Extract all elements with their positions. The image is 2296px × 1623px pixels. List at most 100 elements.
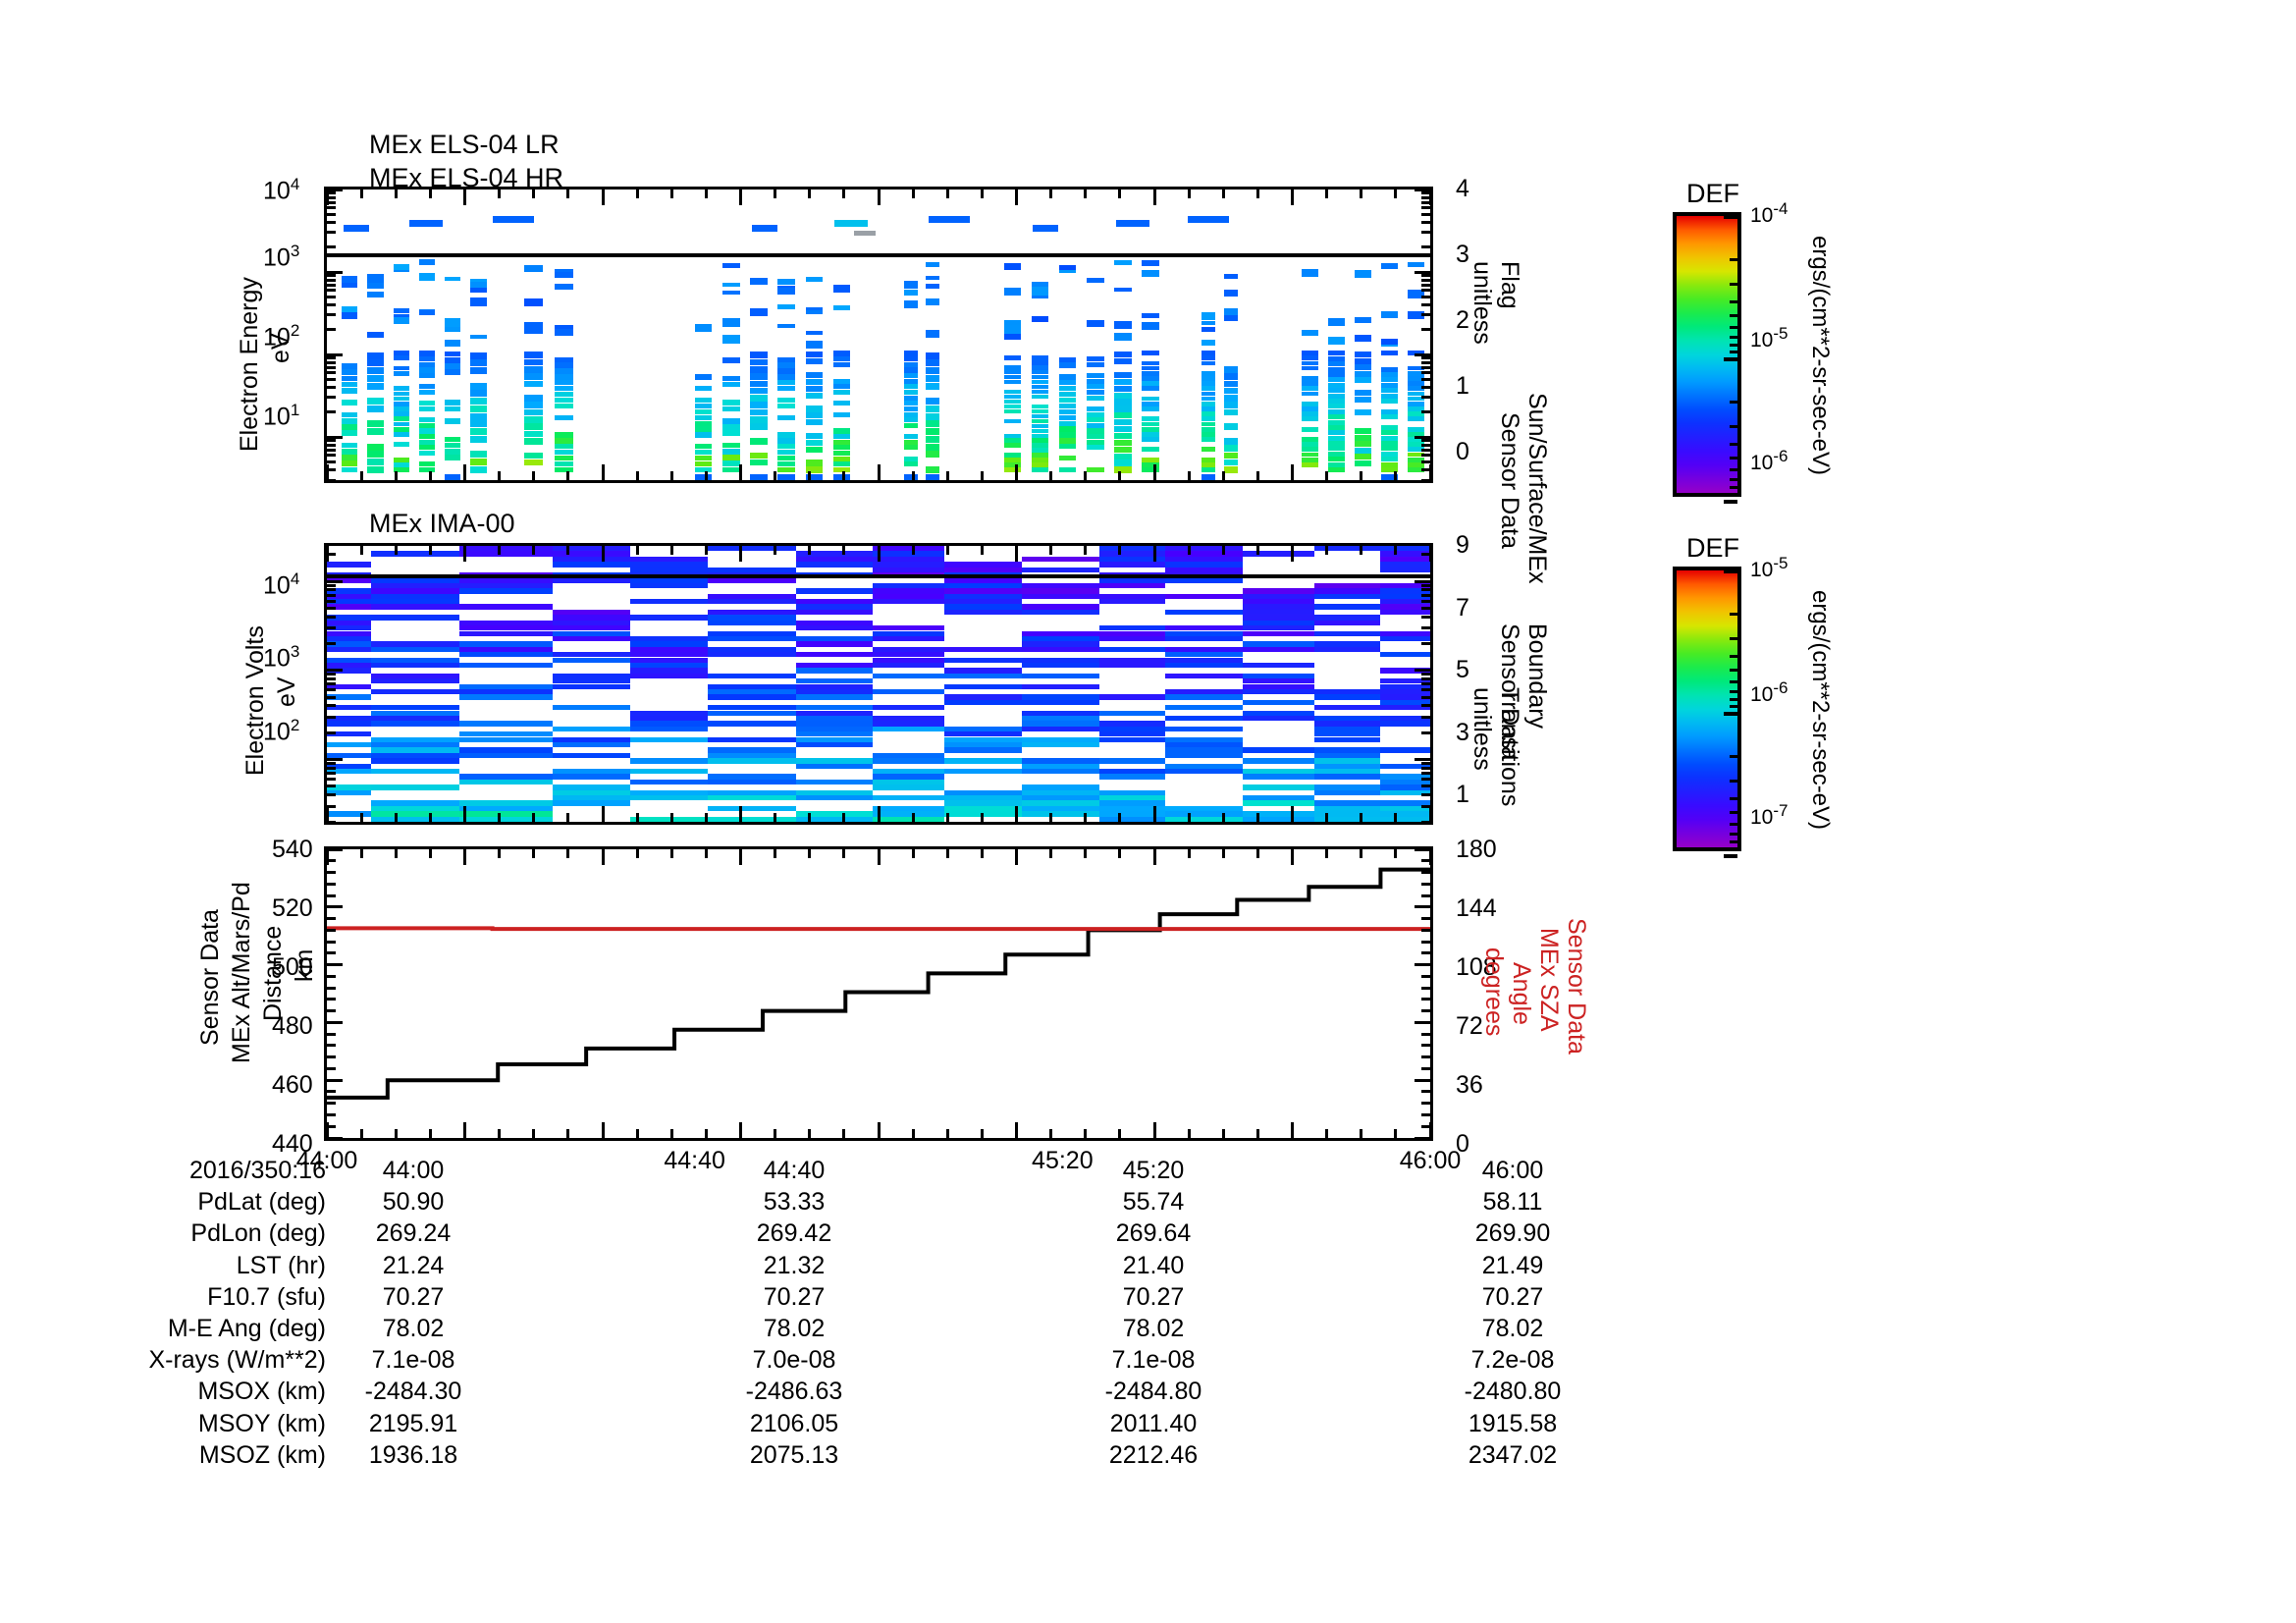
spectro-cell [1381, 473, 1398, 480]
spectro-cell [1328, 424, 1345, 430]
spectro-cell-highenergy [834, 220, 869, 228]
x-tick [463, 806, 466, 822]
spectro-cell [873, 784, 945, 790]
spectro-cell [903, 406, 918, 412]
spectro-cell [1059, 397, 1077, 404]
spectro-cell [1059, 414, 1077, 420]
spectro-cell [873, 811, 945, 817]
spectro-cell [1355, 428, 1371, 435]
spectro-cell [1032, 360, 1049, 365]
panel-altitude-sza[interactable] [324, 846, 1433, 1141]
spectro-cell [1165, 736, 1243, 742]
y-tick [1421, 917, 1430, 921]
x-tick [739, 806, 742, 822]
x-tick [1118, 546, 1122, 555]
spectro-cell [1022, 604, 1099, 610]
spectro-cell [926, 443, 940, 451]
spectro-cell [371, 800, 459, 806]
spectro-cell [1381, 371, 1398, 377]
spectro-cell [1003, 374, 1022, 380]
spectro-cell [1328, 355, 1345, 361]
spectro-cell [1087, 422, 1104, 428]
spectro-cell [795, 758, 874, 764]
spectro-cell [1355, 351, 1371, 357]
x-tick [532, 849, 536, 858]
table-cell: 70.27 [1122, 1282, 1185, 1311]
x-tick [877, 189, 881, 205]
spectro-cell [707, 774, 796, 780]
spectro-cell [470, 435, 487, 443]
spectro-cell [458, 662, 554, 669]
spectro-cell [524, 459, 544, 466]
spectro-cell [458, 646, 554, 653]
panel-ima00-spectrogram[interactable] [324, 543, 1433, 825]
y-tick [327, 928, 336, 932]
spectro-cell [1098, 795, 1166, 801]
spectro-cell [630, 816, 708, 822]
spectro-cell [1098, 726, 1166, 732]
spectro-cell [1381, 414, 1398, 420]
spectro-cell [1032, 458, 1049, 462]
spectro-cell [445, 449, 461, 455]
spectro-cell [371, 736, 459, 742]
spectro-cell [707, 630, 796, 636]
spectro-cell [707, 795, 796, 801]
spectro-cell [832, 456, 850, 461]
x-tick [498, 849, 502, 858]
panel3-left-tick-480: 480 [272, 1012, 313, 1040]
spectro-cell [371, 710, 459, 716]
table-cell: 21.32 [763, 1251, 826, 1279]
spectro-cell [707, 694, 796, 700]
spectro-cell [458, 546, 554, 552]
spectro-cell [1223, 315, 1238, 321]
y-tick [1421, 206, 1430, 210]
spectro-cell [342, 311, 358, 319]
spectro-cell [1142, 447, 1159, 453]
spectro-cell [1201, 473, 1216, 480]
spectro-cell [1032, 379, 1049, 385]
x-tick [1049, 1129, 1053, 1138]
spectro-cell [1355, 454, 1371, 460]
y-tick [327, 1044, 336, 1048]
x-tick-label: 44:00 [295, 1147, 358, 1174]
spectro-cell [1314, 646, 1381, 653]
spectro-cell [1328, 393, 1345, 399]
spectro-cell [1328, 446, 1345, 452]
spectro-cell [1142, 457, 1159, 462]
spectro-cell [1022, 683, 1099, 689]
spectro-cell [555, 414, 574, 420]
y-tick [1421, 478, 1430, 480]
spectro-cell [1022, 784, 1099, 790]
spectro-cell [327, 599, 371, 605]
table-row-label: PdLon (deg) [190, 1219, 326, 1248]
spectro-cell [1314, 694, 1381, 700]
spectro-cell [1032, 423, 1049, 429]
colorbar-tick [1730, 477, 1737, 481]
x-tick [808, 546, 812, 555]
table-cell: 21.40 [1122, 1251, 1185, 1279]
spectro-cell [926, 283, 940, 290]
spectro-cell [926, 352, 940, 359]
spectro-cell [630, 779, 708, 785]
table-cell: -2480.80 [1464, 1378, 1562, 1406]
panel-els04-spectrogram[interactable] [324, 187, 1433, 483]
panel3-left-label-line2: MEx Alt/Mars/Pd [228, 882, 255, 1063]
y-tick [1421, 793, 1430, 797]
spectro-cell [1087, 384, 1104, 390]
x-tick [842, 813, 846, 822]
spectro-cell [1328, 337, 1345, 345]
spectro-cell [805, 419, 823, 426]
spectro-cell [1087, 389, 1104, 396]
spectro-cell [1380, 630, 1430, 636]
y-tick [327, 1124, 336, 1128]
y-tick [1415, 189, 1430, 191]
spectro-cell [630, 721, 708, 727]
panel2-y-axis-label: Electron Volts [241, 625, 269, 776]
x-tick [394, 471, 398, 480]
spectro-cell [418, 361, 436, 367]
spectro-cell [1201, 321, 1216, 326]
spectro-cell [1355, 269, 1371, 279]
spectro-cell [1032, 369, 1049, 375]
x-tick [877, 464, 881, 480]
spectro-cell [1165, 747, 1243, 753]
